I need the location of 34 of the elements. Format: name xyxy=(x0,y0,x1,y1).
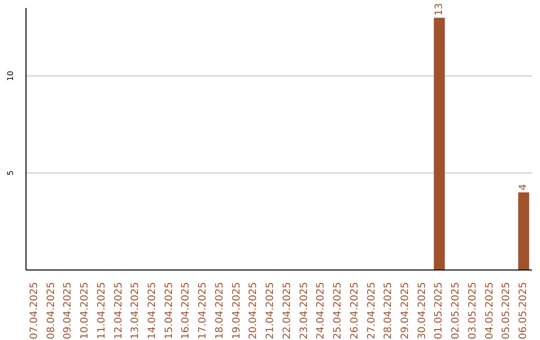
x-tick-label: 10.04.2025 xyxy=(80,282,91,340)
x-tick-label: 09.04.2025 xyxy=(62,282,74,340)
x-tick-label: 16.04.2025 xyxy=(180,282,192,340)
x-tick-label: 11.04.2025 xyxy=(96,282,108,340)
data-label: 4 xyxy=(518,184,530,190)
x-tick-label: 02.05.2025 xyxy=(450,282,462,340)
x-tick-label: 24.04.2025 xyxy=(316,282,327,340)
x-tick-label: 13.04.2025 xyxy=(130,282,142,340)
x-tick-label: 18.04.2025 xyxy=(214,282,226,340)
x-tick-label: 07.04.2025 xyxy=(28,282,40,340)
x-tick-label: 25.04.2025 xyxy=(332,282,344,340)
x-tick-label: 26.04.2025 xyxy=(349,282,360,340)
x-tick-label: 04.05.2025 xyxy=(484,282,496,340)
data-label: 13 xyxy=(434,2,445,16)
x-tick-label: 20.04.2025 xyxy=(248,282,260,340)
x-tick-label: 06.05.2025 xyxy=(518,282,530,340)
x-tick-label: 28.04.2025 xyxy=(383,282,394,340)
x-tick-label: 22.04.2025 xyxy=(282,282,293,340)
x-tick-label: 08.04.2025 xyxy=(46,282,57,340)
x-tick-label: 17.04.2025 xyxy=(198,282,209,340)
x-tick-label: 03.05.2025 xyxy=(467,282,478,340)
x-tick-label: 05.05.2025 xyxy=(501,282,512,340)
x-tick-label: 14.04.2025 xyxy=(147,282,158,340)
x-tick-label: 15.04.2025 xyxy=(164,282,175,340)
x-tick-label: 12.04.2025 xyxy=(113,282,124,340)
x-tick-label: 21.04.2025 xyxy=(265,282,276,340)
x-tick-label: 23.04.2025 xyxy=(298,282,310,340)
x-tick-label: 29.04.2025 xyxy=(400,282,411,340)
x-tick-label: 19.04.2025 xyxy=(231,282,242,340)
x-tick-label: 01.05.2025 xyxy=(434,282,445,340)
x-tick-label: 27.04.2025 xyxy=(366,282,378,340)
y-tick-label: 10 xyxy=(6,70,15,82)
y-tick-label: 5 xyxy=(6,170,15,176)
x-tick-label: 30.04.2025 xyxy=(416,282,428,340)
